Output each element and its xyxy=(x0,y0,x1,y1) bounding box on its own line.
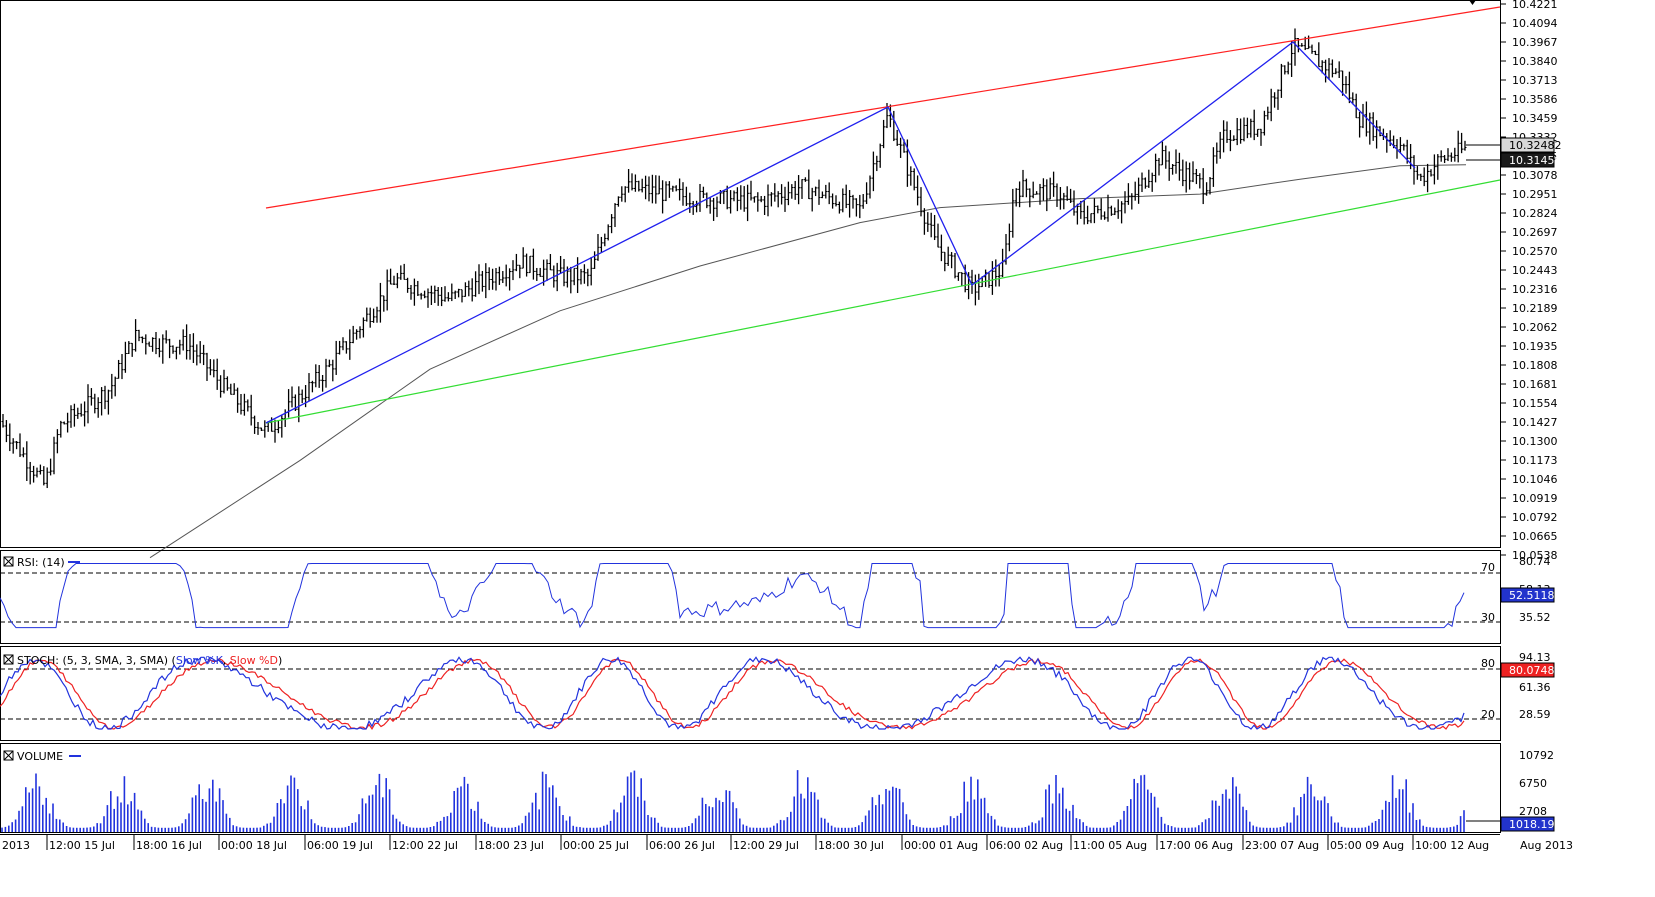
stoch-level-20: 20 xyxy=(1481,708,1495,721)
time-tick-label: 10:00 12 Aug xyxy=(1415,839,1489,852)
rsi-axis: 80.74 58.13 35.52 52.51188 xyxy=(1500,555,1562,624)
stoch-level-80: 80 xyxy=(1481,657,1495,670)
rsi-title: RSI: (14) xyxy=(17,556,65,569)
time-tick-label: 18:00 30 Jul xyxy=(818,839,884,852)
support-trendline[interactable] xyxy=(265,179,1501,424)
rsi-line xyxy=(0,562,1465,629)
resistance-trendline[interactable] xyxy=(265,6,1501,209)
rsi-axis-top: 80.74 xyxy=(1519,555,1551,568)
rsi-level-30: 30 xyxy=(1481,611,1495,624)
price-tick-label: 10.2316 xyxy=(1512,283,1558,296)
time-tick-label: 11:00 05 Aug xyxy=(1073,839,1147,852)
price-tick-label: 10.2443 xyxy=(1512,264,1558,277)
price-tick-label: 10.1681 xyxy=(1512,378,1558,391)
time-tick-label: 06:00 26 Jul xyxy=(649,839,715,852)
rsi-level-70: 70 xyxy=(1481,561,1495,574)
stoch-axis-top: 94.13 xyxy=(1519,651,1551,664)
stoch-title-text: STOCH: (5, 3, SMA, 3, SMA) xyxy=(17,654,168,667)
volume-axis-top: 10792 xyxy=(1519,749,1554,762)
stochastic-panel[interactable]: STOCH: (5, 3, SMA, 3, SMA) (Slow %K, Slo… xyxy=(0,646,1501,741)
rsi-axis-bottom: 35.52 xyxy=(1519,611,1551,624)
time-tick-label: 12:00 15 Jul xyxy=(49,839,115,852)
time-tick-label: 06:00 19 Jul xyxy=(307,839,373,852)
time-tick-label: 12:00 29 Jul xyxy=(733,839,799,852)
time-tick-label: 2013 xyxy=(2,839,30,852)
sma-value-badge: 10.31459 xyxy=(1500,152,1562,168)
stoch-current-value: 80.07483 xyxy=(1509,664,1562,677)
price-axis: 10.4221 10.4094 10.3967 10.3840 10.3713 10.35… xyxy=(1500,0,1558,562)
panel-close-icon[interactable] xyxy=(3,556,14,567)
rsi-current-value: 52.51188 xyxy=(1509,589,1562,602)
stoch-d-legend: Slow %D xyxy=(230,654,278,667)
time-tick-label: 05:00 09 Aug xyxy=(1330,839,1404,852)
time-tick-label: 18:00 16 Jul xyxy=(136,839,202,852)
price-panel[interactable] xyxy=(0,0,1501,559)
diamond-icon xyxy=(1469,0,1476,5)
stoch-k-legend: Slow %K xyxy=(176,654,224,667)
price-tick-label: 10.1300 xyxy=(1512,435,1558,448)
price-tick-label: 10.2824 xyxy=(1512,207,1558,220)
price-tick-label: 10.1173 xyxy=(1512,454,1558,467)
volume-axis: 10792 6750 2708 1018.19 xyxy=(1500,749,1555,832)
volume-bars xyxy=(1,770,1500,832)
price-tick-label: 10.2951 xyxy=(1512,188,1558,201)
candles xyxy=(1,28,1467,489)
price-tick-label: 10.0665 xyxy=(1512,530,1558,543)
price-tick-label: 10.1427 xyxy=(1512,416,1558,429)
bid-price-badge: 10.32482 xyxy=(1500,137,1562,153)
stoch-title: STOCH: (5, 3, SMA, 3, SMA) (Slow %K, Slo… xyxy=(17,654,282,667)
price-tick-label: 10.3967 xyxy=(1512,36,1558,49)
time-tick-label: 18:00 23 Jul xyxy=(478,839,544,852)
volume-current-value: 1018.19 xyxy=(1509,818,1555,831)
price-tick-label: 10.1935 xyxy=(1512,340,1558,353)
time-axis: 2013 12:00 15 Jul 18:00 16 Jul 00:00 18 Jul… xyxy=(0,834,1573,852)
stoch-slow-k-line xyxy=(0,656,1465,731)
time-tick-label: 06:00 02 Aug xyxy=(989,839,1063,852)
time-tick-label: 17:00 06 Aug xyxy=(1159,839,1233,852)
stoch-axis-bottom: 28.59 xyxy=(1519,708,1551,721)
price-tick-label: 10.2189 xyxy=(1512,302,1558,315)
price-tick-label: 10.4221 xyxy=(1512,0,1558,11)
stoch-axis-mid: 61.36 xyxy=(1519,681,1551,694)
price-tick-label: 10.0792 xyxy=(1512,511,1558,524)
price-tick-label: 10.3459 xyxy=(1512,112,1558,125)
price-tick-label: 10.2697 xyxy=(1512,226,1558,239)
time-tick-label: 00:00 01 Aug xyxy=(904,839,978,852)
price-tick-label: 10.1046 xyxy=(1512,473,1558,486)
price-tick-label: 10.3078 xyxy=(1512,169,1558,182)
bid-price-label: 10.32482 xyxy=(1509,139,1562,152)
panel-close-icon[interactable] xyxy=(3,654,14,665)
time-tick-label: 00:00 18 Jul xyxy=(221,839,287,852)
volume-title: VOLUME xyxy=(17,750,63,763)
stoch-slow-d-line xyxy=(0,657,1465,731)
time-tick-label: 12:00 22 Jul xyxy=(392,839,458,852)
zigzag-pattern-line[interactable] xyxy=(265,41,1416,424)
price-tick-label: 10.4094 xyxy=(1512,17,1558,30)
price-tick-label: 10.3586 xyxy=(1512,93,1558,106)
price-tick-label: 10.1808 xyxy=(1512,359,1558,372)
price-tick-label: 10.2570 xyxy=(1512,245,1558,258)
price-tick-label: 10.2062 xyxy=(1512,321,1558,334)
sma-path xyxy=(149,164,1467,559)
volume-panel[interactable]: VOLUME xyxy=(0,743,1501,833)
time-tick-label: 00:00 25 Jul xyxy=(563,839,629,852)
volume-axis-mid: 6750 xyxy=(1519,777,1547,790)
sma-value-label: 10.31459 xyxy=(1509,154,1562,167)
panel-close-icon[interactable] xyxy=(3,750,14,761)
price-tick-label: 10.3713 xyxy=(1512,74,1558,87)
time-tick-label: 23:00 07 Aug xyxy=(1245,839,1319,852)
stoch-axis: 94.13 61.36 28.59 80.07483 xyxy=(1500,651,1562,721)
price-tick-label: 10.0538 xyxy=(1512,549,1558,562)
price-tick-label: 10.0919 xyxy=(1512,492,1558,505)
volume-axis-low: 2708 xyxy=(1519,805,1547,818)
price-tick-label: 10.3840 xyxy=(1512,55,1558,68)
time-tick-label: Aug 2013 xyxy=(1520,839,1573,852)
moving-average-line xyxy=(149,164,1467,559)
price-tick-label: 10.1554 xyxy=(1512,397,1558,410)
